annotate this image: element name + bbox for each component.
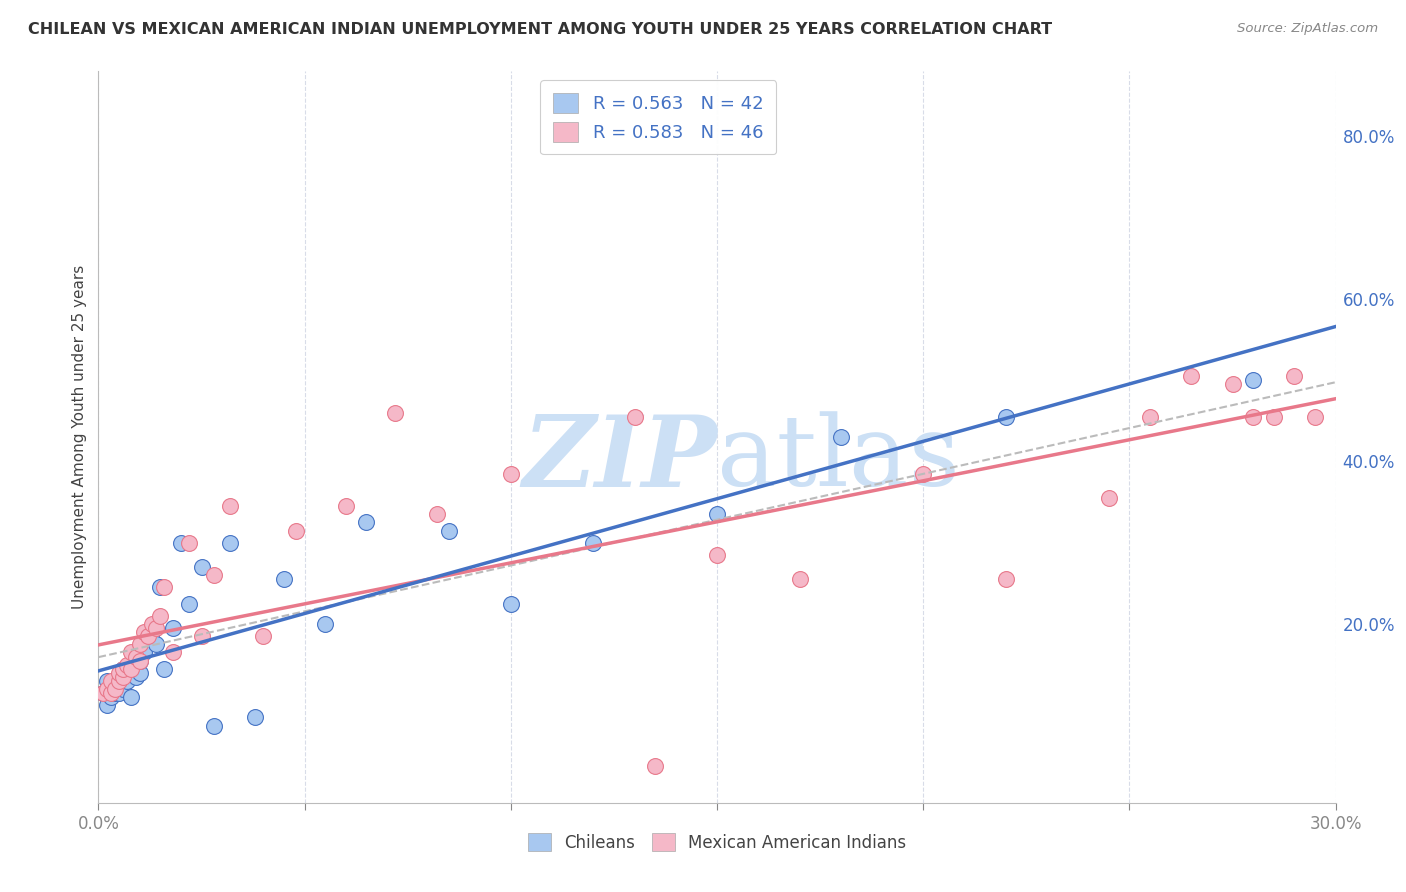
Point xyxy=(644,759,666,773)
Text: Source: ZipAtlas.com: Source: ZipAtlas.com xyxy=(1237,22,1378,36)
Point xyxy=(1284,369,1306,384)
Point xyxy=(100,681,122,696)
Point xyxy=(117,665,139,680)
Point xyxy=(706,548,728,562)
Point xyxy=(128,665,150,680)
Point xyxy=(1222,377,1244,392)
Point xyxy=(190,560,212,574)
Point xyxy=(108,665,131,680)
Legend: Chileans, Mexican American Indians: Chileans, Mexican American Indians xyxy=(519,825,915,860)
Point xyxy=(1303,409,1326,424)
Point xyxy=(153,581,176,595)
Point xyxy=(1241,373,1264,387)
Point xyxy=(830,430,852,444)
Point xyxy=(136,629,159,643)
Point xyxy=(100,673,122,688)
Point xyxy=(437,524,460,538)
Point xyxy=(153,662,176,676)
Point xyxy=(96,681,118,696)
Point xyxy=(124,670,146,684)
Point xyxy=(120,645,142,659)
Point xyxy=(499,467,522,481)
Point xyxy=(112,662,135,676)
Point xyxy=(179,535,201,549)
Point xyxy=(112,662,135,676)
Point xyxy=(96,698,118,713)
Point xyxy=(91,686,114,700)
Point xyxy=(219,535,242,549)
Point xyxy=(356,516,378,530)
Point xyxy=(112,681,135,696)
Point xyxy=(149,581,172,595)
Point xyxy=(128,637,150,651)
Point xyxy=(1098,491,1121,505)
Point xyxy=(582,535,605,549)
Point xyxy=(994,409,1017,424)
Point xyxy=(170,535,193,549)
Point xyxy=(1241,409,1264,424)
Text: atlas: atlas xyxy=(717,411,960,507)
Point xyxy=(335,499,357,513)
Point xyxy=(91,686,114,700)
Point xyxy=(149,608,172,623)
Point xyxy=(100,686,122,700)
Point xyxy=(132,625,155,640)
Point xyxy=(1263,409,1285,424)
Point xyxy=(124,649,146,664)
Point xyxy=(120,657,142,672)
Point xyxy=(202,568,225,582)
Point xyxy=(117,657,139,672)
Point xyxy=(162,645,184,659)
Point xyxy=(706,508,728,522)
Point xyxy=(1139,409,1161,424)
Point xyxy=(623,409,645,424)
Point xyxy=(179,597,201,611)
Point xyxy=(104,686,127,700)
Point xyxy=(912,467,935,481)
Point xyxy=(426,508,449,522)
Point xyxy=(104,678,127,692)
Point xyxy=(132,645,155,659)
Point xyxy=(994,572,1017,586)
Point xyxy=(252,629,274,643)
Point xyxy=(285,524,308,538)
Point xyxy=(108,686,131,700)
Point xyxy=(190,629,212,643)
Point xyxy=(141,625,163,640)
Point xyxy=(162,621,184,635)
Point xyxy=(219,499,242,513)
Point xyxy=(243,710,266,724)
Point xyxy=(112,670,135,684)
Point xyxy=(128,654,150,668)
Point xyxy=(384,406,406,420)
Y-axis label: Unemployment Among Youth under 25 years: Unemployment Among Youth under 25 years xyxy=(72,265,87,609)
Point xyxy=(145,637,167,651)
Point xyxy=(136,629,159,643)
Point xyxy=(273,572,295,586)
Point xyxy=(120,662,142,676)
Point xyxy=(108,673,131,688)
Point xyxy=(128,654,150,668)
Text: CHILEAN VS MEXICAN AMERICAN INDIAN UNEMPLOYMENT AMONG YOUTH UNDER 25 YEARS CORRE: CHILEAN VS MEXICAN AMERICAN INDIAN UNEMP… xyxy=(28,22,1052,37)
Point xyxy=(145,621,167,635)
Point xyxy=(108,673,131,688)
Point xyxy=(124,649,146,664)
Point xyxy=(104,681,127,696)
Point xyxy=(499,597,522,611)
Point xyxy=(141,617,163,632)
Text: ZIP: ZIP xyxy=(522,411,717,508)
Point xyxy=(1180,369,1202,384)
Point xyxy=(100,690,122,705)
Point xyxy=(789,572,811,586)
Point xyxy=(120,690,142,705)
Point xyxy=(117,673,139,688)
Point xyxy=(96,673,118,688)
Point xyxy=(314,617,336,632)
Point xyxy=(202,718,225,732)
